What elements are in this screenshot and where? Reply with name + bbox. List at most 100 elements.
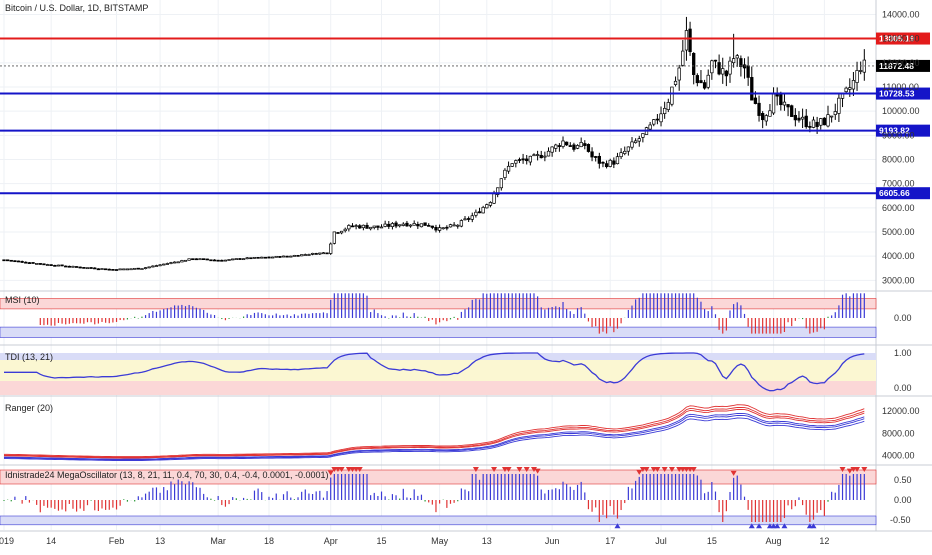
candle-body [568, 145, 572, 147]
candle-body [296, 255, 300, 257]
time-axis-tick: Aug [766, 536, 782, 546]
candle-body [198, 258, 202, 261]
candle-body [423, 222, 427, 226]
candle-body [93, 267, 97, 270]
candle-body [162, 263, 166, 266]
candle-body [16, 260, 21, 263]
candle-body [67, 265, 71, 268]
tdi-middle-zone [0, 360, 876, 381]
price-axis-tick: 8000.00 [882, 155, 915, 165]
candle-body [220, 259, 224, 262]
candle-body [535, 154, 540, 156]
candle-body [506, 165, 511, 172]
candle-body [521, 158, 525, 161]
candle-body [143, 267, 148, 269]
candle-body [85, 267, 90, 270]
price-axis-tick: 6000.00 [882, 203, 915, 213]
candle-body [717, 62, 721, 75]
sell-signal-marker [327, 470, 334, 476]
candle-body [488, 202, 493, 206]
candle-body [183, 259, 188, 262]
candle-body [314, 253, 318, 255]
candle-body [448, 224, 453, 228]
tdi-axis-tick: 0.00 [894, 383, 912, 393]
candle-body [496, 187, 500, 195]
candle-body [169, 262, 173, 264]
candle-body [575, 145, 580, 149]
candle-body [572, 144, 576, 150]
candle-body [550, 146, 554, 153]
candle-body [180, 260, 184, 263]
buy-signal-marker [756, 523, 763, 529]
sell-signal-marker [505, 467, 512, 472]
tdi-line [4, 352, 865, 392]
ranger-axis-tick: 4000.00 [882, 451, 915, 461]
candle-body [430, 225, 434, 228]
sell-signal-marker [839, 467, 846, 472]
candle-body [681, 50, 685, 66]
candle-body [608, 159, 612, 167]
sell-signal-marker [661, 467, 668, 472]
candle-body [564, 141, 569, 146]
candle-body [463, 218, 467, 221]
candle-body [844, 87, 848, 93]
candle-body [379, 226, 384, 229]
candle-body [89, 267, 93, 269]
sell-signal-marker [530, 467, 537, 472]
sell-signal-marker [534, 468, 541, 474]
candle-body [263, 256, 268, 259]
candle-body [216, 259, 220, 262]
candle-body [118, 268, 122, 271]
price-tag-label: 9193.82 [879, 126, 910, 136]
candle-body [626, 146, 631, 152]
candle-body [710, 60, 714, 74]
candle-body [194, 258, 199, 261]
sell-signal-marker [643, 467, 650, 472]
candle-body [583, 143, 587, 146]
sell-signal-marker [846, 468, 853, 474]
candle-body [604, 163, 609, 168]
chart-title: Bitcoin / U.S. Dollar, 1D, BITSTAMP [5, 3, 148, 13]
candle-body [851, 80, 856, 90]
candle-body [339, 230, 344, 234]
candle-body [136, 267, 140, 270]
candle-body [586, 144, 591, 152]
candle-body [761, 113, 765, 121]
candle-body [633, 140, 638, 143]
candle-body [358, 225, 362, 229]
candle-body [441, 227, 445, 230]
price-axis-tick: 11000.00 [882, 82, 919, 92]
buy-signal-marker [781, 523, 788, 529]
candle-body [45, 264, 50, 266]
candle-body [336, 232, 340, 234]
candle-body [815, 121, 819, 127]
candle-body [510, 163, 514, 167]
candle-body [492, 193, 496, 204]
mega-axis-tick: 0.50 [894, 475, 912, 485]
candle-body [804, 115, 808, 128]
sell-signal-marker [491, 467, 498, 472]
candle-body [42, 263, 46, 266]
candle-body [597, 155, 601, 164]
candle-body [300, 254, 304, 257]
candle-body [158, 264, 162, 267]
candle-body [699, 80, 703, 84]
candle-body [779, 93, 783, 106]
candle-body [757, 102, 761, 116]
candle-body [811, 119, 816, 128]
tdi-title: TDI (13, 21) [5, 352, 53, 362]
price-axis-tick: 10000.00 [882, 106, 920, 116]
candle-body [659, 113, 663, 123]
candle-body [579, 142, 583, 148]
candle-body [129, 268, 133, 271]
candle-body [775, 94, 779, 97]
candle-body [790, 105, 794, 117]
candle-body [165, 263, 170, 265]
candle-body [655, 118, 660, 121]
candle-body [9, 259, 13, 262]
candle-body [347, 225, 351, 230]
candle-body [78, 266, 82, 269]
candle-body [855, 70, 859, 83]
